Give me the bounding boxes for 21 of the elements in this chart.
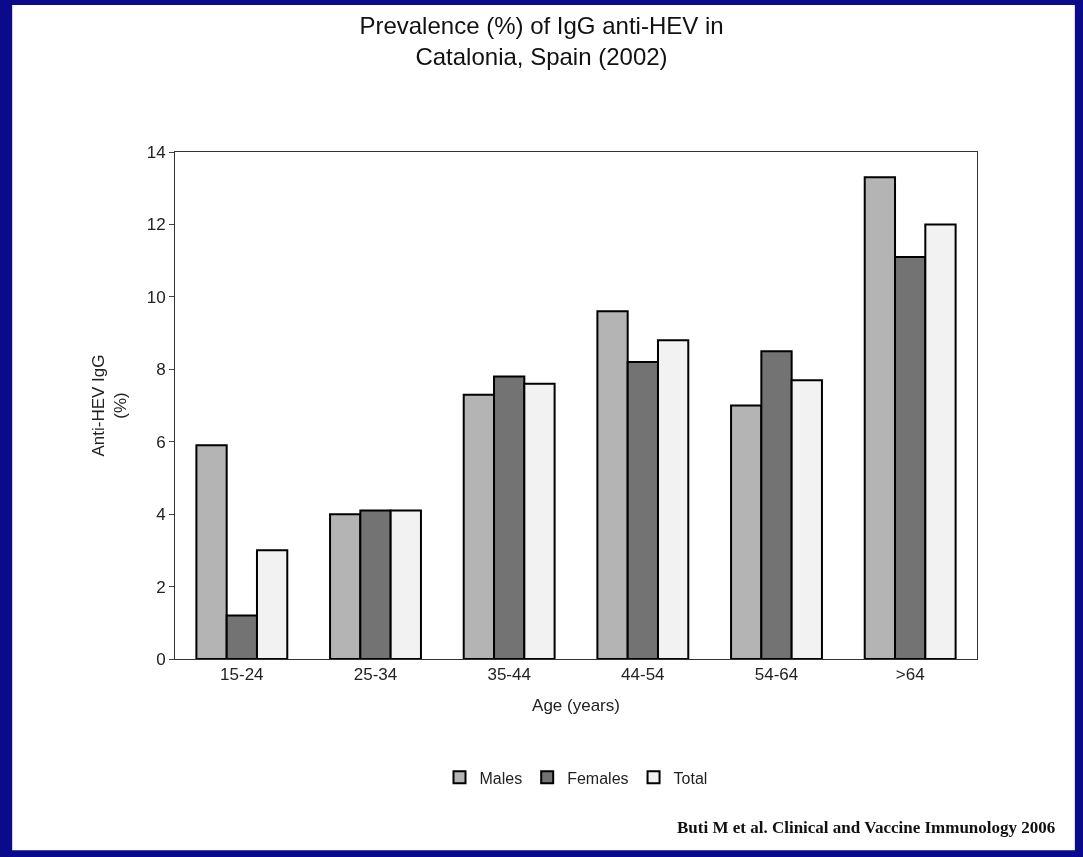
x-tick-label: >64: [895, 665, 925, 685]
chart-title: Prevalence (%) of IgG anti-HEV in Catalonia, Spain (2002): [359, 12, 724, 71]
x-axis-title: Age (years): [532, 695, 620, 715]
x-tick-label: 15-24: [220, 665, 264, 685]
x-tick-label: 25-34: [353, 665, 398, 685]
y-tick-label: 2: [156, 577, 166, 597]
legend-label: Males: [479, 769, 523, 787]
y-axis-title: Anti-HEV IgG (%): [89, 354, 131, 457]
legend-label: Total: [673, 769, 708, 787]
y-tick-label: 10: [146, 287, 166, 307]
y-tick-label: 8: [156, 360, 166, 380]
y-tick-label: 0: [156, 649, 166, 669]
y-tick-label: 4: [156, 505, 166, 525]
text: Buti M et al. Clinical and Vaccine Immunology 2006: [677, 818, 1056, 837]
y-tick-label: 14: [146, 142, 166, 162]
x-tick-label: 44-54: [621, 665, 665, 685]
x-tick-label: 54-64: [754, 665, 799, 685]
y-tick-label: 6: [156, 432, 166, 452]
legend-label: Females: [567, 769, 629, 787]
y-tick-label: 12: [146, 215, 166, 235]
x-tick-label: 35-44: [487, 665, 531, 685]
